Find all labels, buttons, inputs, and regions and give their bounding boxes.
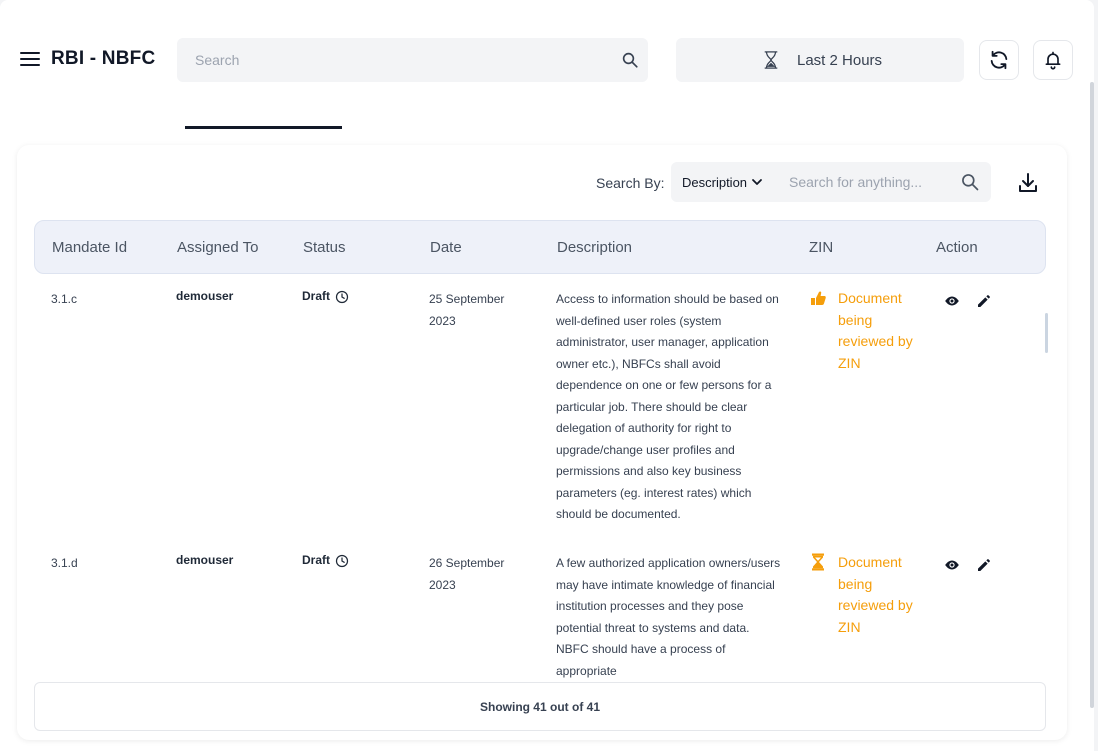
search-icon[interactable] (960, 172, 980, 192)
table-header: Mandate Id Assigned To Status Date Descr… (34, 220, 1046, 274)
description-cell: Access to information should be based on… (556, 292, 779, 521)
zin-cell: Document being reviewed by ZIN (808, 288, 913, 374)
global-search (177, 38, 648, 82)
edit-icon[interactable] (976, 293, 992, 309)
download-icon[interactable] (1017, 171, 1039, 195)
bell-icon (1045, 51, 1061, 70)
clock-icon (335, 290, 349, 303)
notifications-button[interactable] (1033, 40, 1073, 80)
clock-icon (335, 554, 349, 567)
refresh-button[interactable] (979, 40, 1019, 80)
date-cell: 25 September 2023 (429, 289, 504, 332)
mandate-id-cell: 3.1.d (51, 556, 78, 570)
table-row: 3.1.c demouser Draft 25 September 2023 A… (34, 286, 1046, 540)
table-row: 3.1.d demouser Draft 26 September 2023 A… (34, 550, 1046, 682)
zin-status: Document being reviewed by ZIN (838, 290, 913, 371)
search-input[interactable] (177, 38, 597, 82)
menu-icon[interactable] (18, 48, 42, 70)
mandates-card: Search By: Description Mandate Id Assign… (17, 145, 1067, 740)
date-cell: 26 September 2023 (429, 553, 504, 596)
page-title: RBI - NBFC (51, 48, 156, 69)
search-by-label: Search By: (596, 175, 665, 191)
hourglass-icon (764, 51, 778, 69)
search-by-value: Description (682, 174, 748, 190)
date-line-2: 2023 (429, 313, 456, 328)
table-search-input[interactable] (773, 162, 948, 202)
thumbs-up-icon (811, 291, 826, 305)
status-text: Draft (302, 553, 331, 567)
showing-count: Showing 41 out of 41 (479, 699, 600, 714)
status-cell: Draft (302, 550, 349, 572)
column-header-zin[interactable]: ZIN (809, 239, 834, 256)
hourglass-icon (812, 553, 824, 571)
refresh-icon (990, 50, 1008, 70)
view-icon[interactable] (943, 292, 961, 310)
view-icon[interactable] (943, 556, 961, 574)
column-header-action[interactable]: Action (936, 239, 978, 256)
date-line-2: 2023 (429, 577, 456, 592)
assigned-to-cell: demouser (176, 289, 234, 303)
description-cell: A few authorized application owners/user… (556, 556, 781, 678)
chevron-down-icon (752, 179, 762, 185)
time-range-label: Last 2 Hours (797, 52, 883, 69)
table-body: 3.1.c demouser Draft 25 September 2023 A… (34, 274, 1046, 682)
search-by-dropdown[interactable]: Description (671, 162, 773, 202)
assigned-to-cell: demouser (176, 553, 234, 567)
page-scrollbar[interactable] (1090, 82, 1094, 708)
date-line-1: 25 September (429, 292, 505, 306)
column-header-assigned-to[interactable]: Assigned To (177, 239, 259, 256)
search-icon[interactable] (621, 51, 639, 69)
column-header-mandate-id[interactable]: Mandate Id (52, 239, 128, 256)
status-text: Draft (302, 289, 331, 303)
date-line-1: 26 September (429, 556, 505, 570)
table-scrollbar[interactable] (1045, 313, 1048, 353)
edit-icon[interactable] (976, 557, 992, 573)
mandate-id-cell: 3.1.c (51, 292, 78, 306)
zin-cell: Document being reviewed by ZIN (808, 552, 913, 638)
active-tab-indicator (185, 126, 342, 129)
table-footer: Showing 41 out of 41 (34, 682, 1046, 731)
column-header-date[interactable]: Date (430, 239, 462, 256)
column-header-description[interactable]: Description (557, 239, 633, 256)
zin-status: Document being reviewed by ZIN (838, 554, 913, 635)
status-cell: Draft (302, 286, 349, 308)
time-range-selector[interactable]: Last 2 Hours (676, 38, 964, 82)
table-search (773, 162, 991, 202)
column-header-status[interactable]: Status (303, 239, 346, 256)
